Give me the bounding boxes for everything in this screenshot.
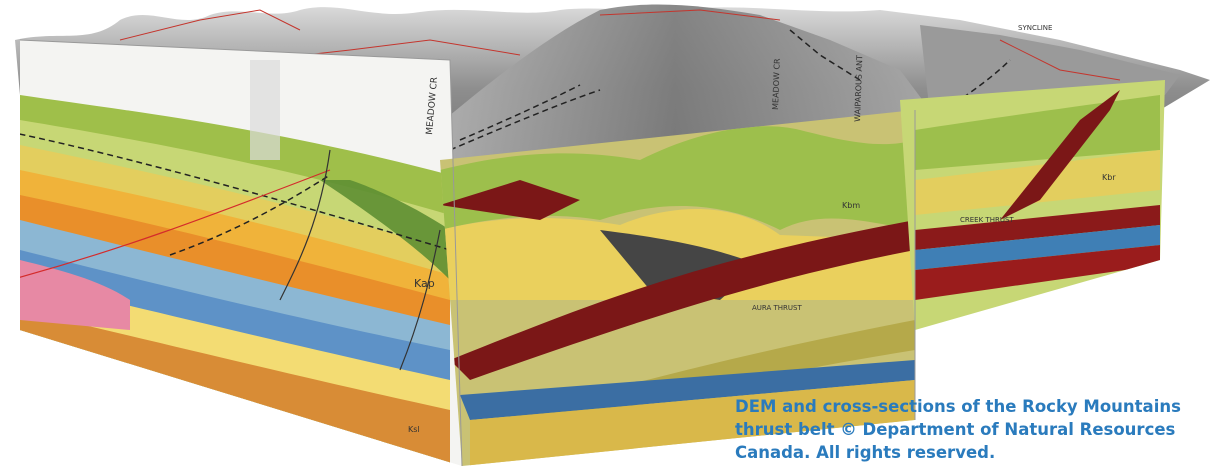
label-meadow-creek-right: MEADOW CR bbox=[771, 58, 782, 110]
label-aura-thrust: AURA THRUST bbox=[752, 304, 802, 312]
caption-line-3: Canada. All rights reserved. bbox=[735, 443, 996, 462]
cross-section-left bbox=[20, 40, 462, 466]
figure-caption: DEM and cross-sections of the Rocky Moun… bbox=[735, 395, 1205, 464]
label-waiparous-anticline: WAIPAROUS ANT bbox=[853, 55, 864, 122]
caption-line-2: thrust belt © Department of Natural Reso… bbox=[735, 420, 1176, 439]
cross-section-middle bbox=[440, 110, 915, 466]
label-creek-thrust: CREEK THRUST bbox=[960, 216, 1014, 224]
label-kbr: Kbr bbox=[1102, 173, 1116, 182]
section-label-group: MEADOW CR MEADOW CR WAIPAROUS ANT SYNCLI… bbox=[408, 24, 1116, 434]
section-edges bbox=[19, 39, 916, 466]
label-ksl: Ksl bbox=[408, 425, 420, 434]
label-kap: Kap bbox=[414, 277, 435, 290]
label-syncline: SYNCLINE bbox=[1018, 24, 1052, 32]
caption-line-1: DEM and cross-sections of the Rocky Moun… bbox=[735, 397, 1181, 416]
cross-section-right bbox=[900, 80, 1165, 330]
label-kbm: Kbm bbox=[842, 201, 860, 210]
